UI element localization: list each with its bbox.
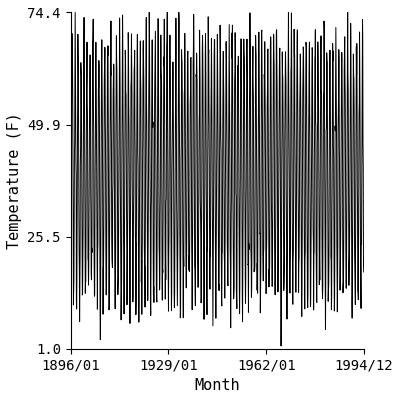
Y-axis label: Temperature (F): Temperature (F) bbox=[7, 112, 22, 249]
X-axis label: Month: Month bbox=[194, 378, 240, 393]
